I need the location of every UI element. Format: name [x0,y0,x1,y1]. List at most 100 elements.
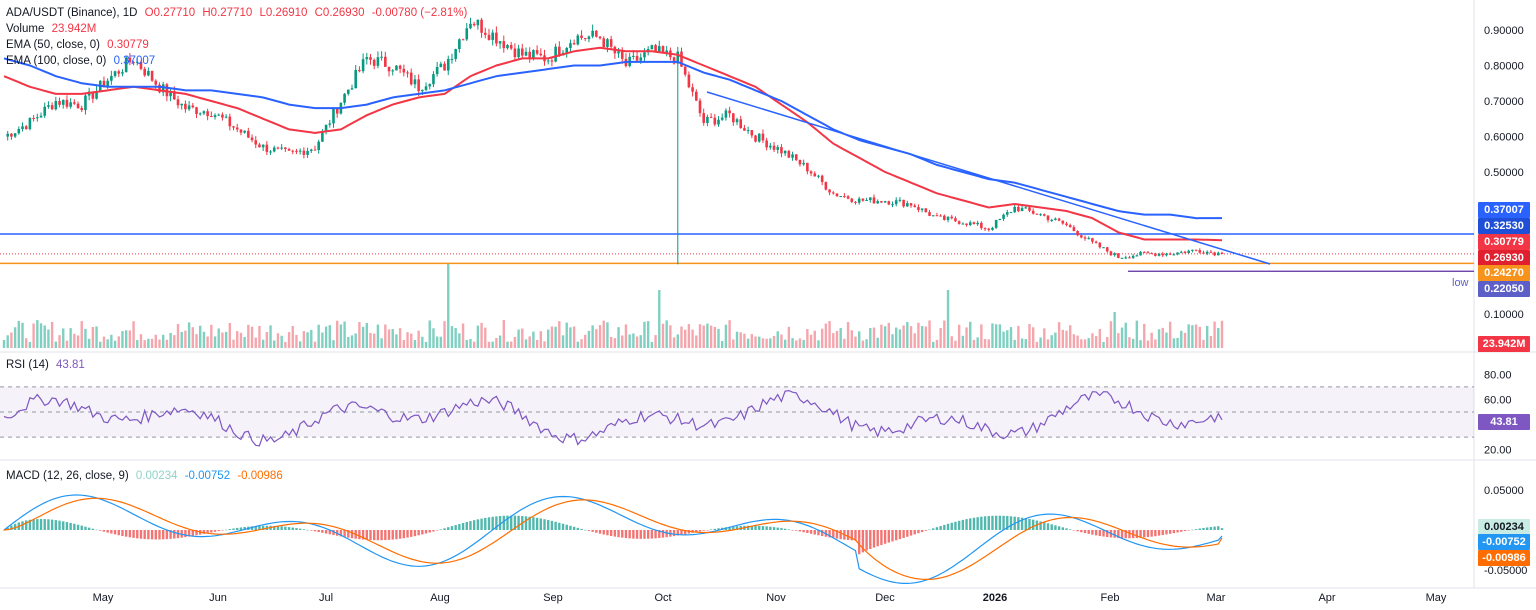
macd-hist-bar [195,530,198,536]
volume-bar [465,339,468,348]
volume-bar [495,337,498,348]
macd-hist-bar [1039,521,1042,530]
volume-bar [758,336,761,348]
candle-body [572,43,576,45]
candle-body [1105,247,1109,252]
volume-bar [876,337,879,348]
volume-bar [343,321,346,348]
volume-bar [743,333,746,348]
macd-hist-bar [410,530,413,537]
volume-bar [365,322,369,348]
macd-hist-bar [809,530,813,534]
volume-bar [754,336,757,348]
macd-hist-bar [358,530,361,540]
volume-bar [80,321,83,348]
macd-hist-bar [1031,519,1035,530]
macd-hist-bar [857,530,861,555]
macd-hist-bar [591,530,594,532]
volume-bar [991,323,994,348]
macd-hist-bar [584,529,587,531]
macd-hist-bar [258,525,261,530]
volume-bar [161,334,165,348]
candle-body [846,196,850,199]
candle-body [17,129,21,134]
candle-body [894,200,898,205]
volume-bar [591,325,594,348]
volume-bar [532,331,535,348]
candle-body [276,147,280,149]
candle-body [528,51,532,59]
macd-hist-bar [273,525,276,530]
macd-hist-bar [169,530,172,539]
macd-hist-bar [943,524,946,530]
candle-body [524,51,528,56]
candle-body [931,215,935,217]
volume-bar [676,334,679,348]
macd-hist-bar [706,530,709,531]
macd-hist-bar [1180,530,1183,532]
candle-body [213,115,217,118]
volume-bar [84,328,87,348]
candle-body [1072,227,1076,232]
candle-body [458,39,461,50]
macd-hist-bar [50,519,54,530]
candle-body [717,119,720,125]
rsi-tick-label: 80.00 [1484,369,1512,381]
candle-body [132,62,135,64]
candle-body [1135,255,1139,257]
volume-bar [565,322,568,348]
macd-hist-bar [1220,528,1224,530]
ema100-label: EMA (100, close, 0) [6,55,107,67]
macd-hist-bar [1002,515,1005,530]
macd-hist-bar [421,530,424,535]
macd-hist-bar [869,530,872,550]
candle-body [135,61,139,63]
candle-body [535,50,539,54]
candle-body [761,133,765,141]
candle-body [465,28,469,40]
volume-bar [498,335,502,348]
candle-body [124,57,128,73]
candle-body [1176,252,1179,255]
volume-bar [872,327,876,348]
volume-bar [1009,327,1013,348]
volume-bar [258,325,261,348]
volume-bar [1043,328,1046,348]
volume-bar [1117,333,1120,348]
volume-bar [1143,323,1146,348]
volume-bar [128,330,132,348]
rsi-pane [0,386,1474,447]
volume-bar [1165,332,1168,348]
macd-hist-bar [913,530,916,535]
volume-bar [550,326,554,348]
candle-body [746,130,750,132]
volume-bar [387,329,391,348]
volume-bar [857,331,861,348]
macd-hist-bar [221,530,224,531]
candle-body [309,149,313,151]
candle-body [1154,253,1157,256]
candle-body [287,149,291,151]
volume-bar [624,324,628,348]
candle-body [532,50,535,59]
volume-bar [417,330,420,348]
volume-bar [1076,335,1079,348]
volume-bar [832,333,835,348]
volume-bar [861,340,865,348]
candle-body [217,114,221,116]
volume-bar [1020,338,1024,348]
volume-bar [410,333,413,348]
macd-hist-bar [306,529,309,531]
macd-hist-bar [1165,530,1168,535]
candle-body [1039,214,1042,216]
candle-body [1061,220,1065,224]
candle-body [1139,251,1142,256]
macd-hist-bar [1120,530,1124,539]
volume-bar [221,332,224,348]
macd-hist-bar [1113,530,1116,538]
candle-body [454,49,457,59]
volume-bar [191,327,195,348]
candle-body [883,201,887,203]
candle-body [291,150,295,152]
